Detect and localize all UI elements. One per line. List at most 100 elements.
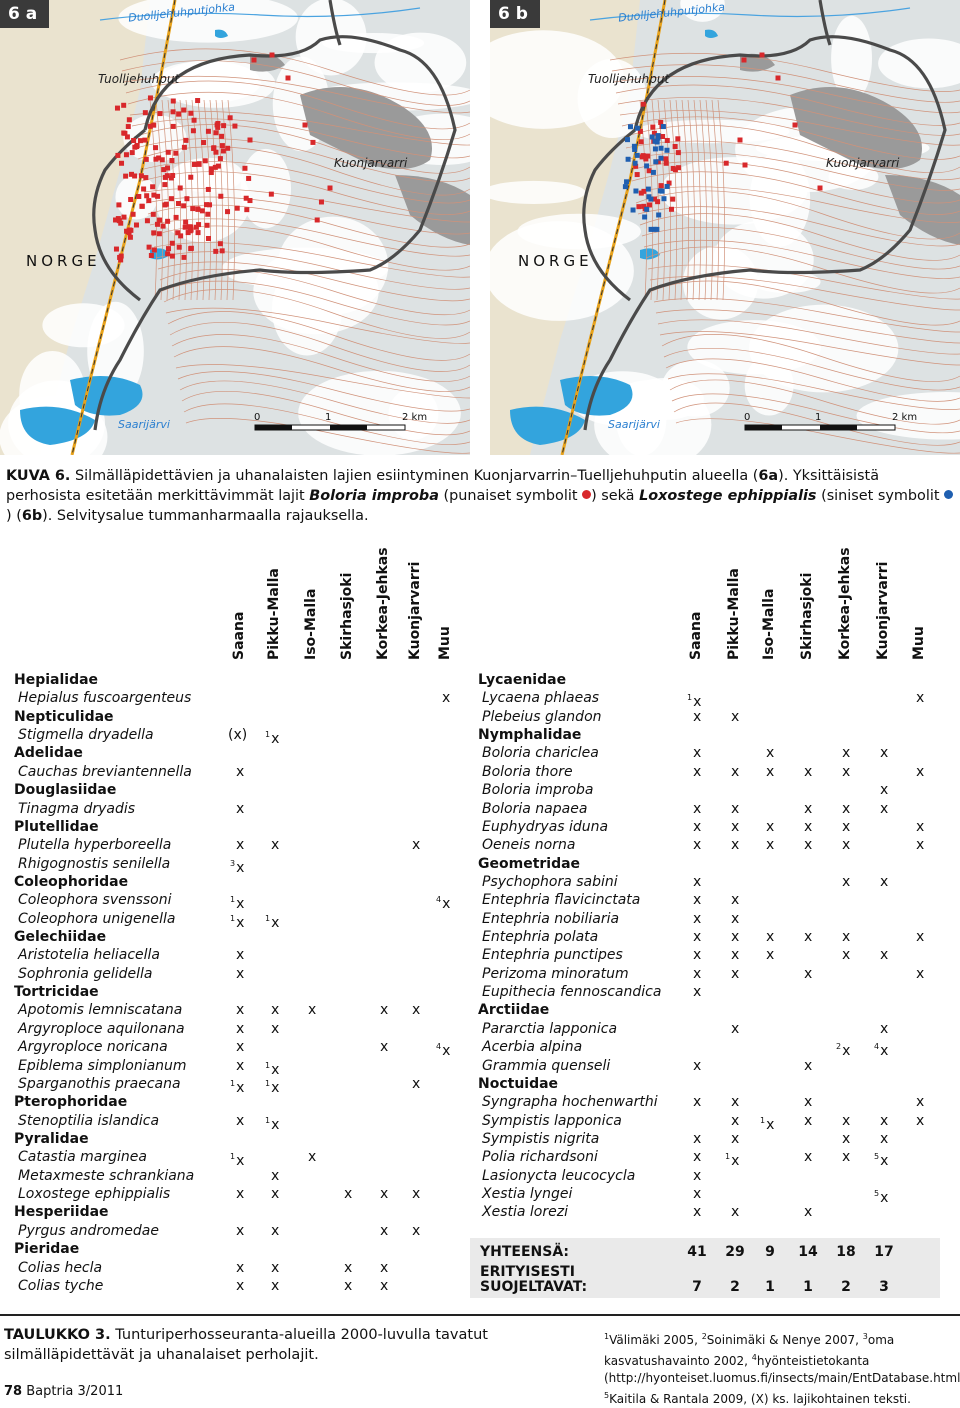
species-name: Colias hecla (18, 1259, 103, 1276)
occurrence-mark: x (842, 1149, 851, 1166)
occurrence-mark: x (271, 1167, 280, 1184)
occurrence-mark: x (804, 1112, 813, 1129)
occurrence-mark: x (804, 965, 813, 982)
caption-species: Loxostege ephippialis (639, 488, 817, 504)
caption-species: Boloria improba (309, 488, 439, 504)
total-value: 41 (687, 1244, 707, 1260)
species-name: Stenoptilia islandica (18, 1112, 160, 1129)
occurrence-mark: x (842, 837, 851, 854)
footnote-text: hyönteistietokanta (http://hyonteiset.lu… (604, 1354, 960, 1385)
occurrence-mark: 1x (265, 1078, 280, 1096)
species-name: Aristotelia heliacella (18, 947, 160, 964)
scale-label-0: 0 (744, 412, 751, 423)
occurrence-mark: x (236, 1039, 245, 1056)
family-heading: Nymphalidae (478, 727, 582, 744)
scale-label-1: 1 (325, 412, 332, 423)
divider (0, 1314, 960, 1316)
footnote-text: Kaitila & Rantala 2009, (609, 1392, 751, 1406)
occurrence-mark: x (731, 1094, 740, 1111)
species-name: Loxostege ephippialis (18, 1186, 171, 1203)
occurrence-mark: x (766, 745, 775, 762)
place-label-kuonjarvarri: Kuonjarvarri (334, 156, 408, 170)
occurrence-mark: x (271, 837, 280, 854)
protected-value: 1 (803, 1279, 813, 1295)
occurrence-mark: x (693, 1149, 702, 1166)
occurrence-mark: x (693, 929, 702, 946)
occurrence-mark: x (236, 1186, 245, 1203)
species-name: Sparganothis praecana (18, 1075, 181, 1092)
scale-label-2: 2 km (892, 412, 918, 423)
occurrence-mark: x (308, 1149, 317, 1166)
occurrence-mark: x (731, 837, 740, 854)
caption-text: ). Selvitysalue tummanharmaalla rajaukse… (42, 508, 369, 524)
occurrence-mark: x (731, 965, 740, 982)
occurrence-mark: x (842, 800, 851, 817)
map-tag: 6 a (0, 0, 50, 28)
map-6a: 6 a Duolljehuhputjohka Tuolljehuhput Kuo… (0, 0, 470, 455)
occurrence-mark: x (693, 984, 702, 1001)
species-name: Pyrgus andromedae (18, 1222, 159, 1239)
occurrence-mark: 1x (687, 693, 702, 711)
map-terrain (490, 0, 960, 455)
total-value: 29 (725, 1244, 745, 1260)
species-name: Colias tyche (18, 1277, 104, 1294)
occurrence-mark: x (880, 1131, 889, 1147)
species-name: Entephria polata (482, 929, 599, 946)
occurrence-mark: x (804, 929, 813, 946)
protected-value: 1 (765, 1279, 775, 1295)
occurrence-mark: x (693, 892, 702, 909)
place-label-kuonjarvarri: Kuonjarvarri (826, 156, 900, 170)
occurrence-mark: x (804, 1149, 813, 1166)
caption-text: Silmälläpidettävien ja uhanalaisten laji… (70, 468, 759, 484)
family-heading: Arctiidae (478, 1002, 550, 1019)
occurrence-mark: x (236, 965, 245, 982)
occurrence-mark: x (842, 763, 851, 780)
occurrence-mark: x (916, 837, 925, 854)
species-name: Polia richardsoni (482, 1149, 598, 1166)
occurrence-mark: x (916, 763, 925, 780)
column-header: Kuonjarvarri (407, 561, 423, 661)
species-name: Argyroploce noricana (18, 1039, 168, 1056)
occurrence-mark: x (344, 1277, 353, 1294)
species-name: Metaxmeste schrankiana (18, 1167, 195, 1184)
country-label: NORGE (26, 252, 101, 270)
journal-name: Baptria 3/2011 (26, 1384, 124, 1399)
occurrence-mark: 3x (230, 858, 245, 876)
family-heading: Geometridae (478, 855, 581, 872)
occurrence-mark: x (731, 1204, 740, 1221)
map-6b: 6 b Duolljehuhputjohka Tuolljehuhput Kuo… (490, 0, 960, 455)
species-name: Xestia lorezi (482, 1204, 568, 1221)
occurrence-mark: x (731, 1020, 740, 1037)
occurrence-mark: x (880, 873, 889, 890)
occurrence-mark: x (766, 947, 775, 964)
total-value: 18 (836, 1244, 856, 1260)
occurrence-mark: x (842, 929, 851, 946)
occurrence-mark: x (380, 1222, 389, 1239)
occurrence-mark: x (916, 690, 925, 707)
occurrence-mark: x (804, 1204, 813, 1221)
protected-label-1: ERITYISESTI (480, 1264, 575, 1280)
occurrence-mark: x (731, 1112, 740, 1129)
occurrence-mark: x (731, 910, 740, 927)
family-heading: Hesperiidae (14, 1204, 109, 1221)
column-header: Pikku-Malla (726, 568, 742, 660)
occurrence-mark: x (731, 800, 740, 817)
occurrence-mark: 2x (836, 1042, 851, 1060)
page-number: 78 (4, 1384, 23, 1399)
occurrence-mark: x (804, 800, 813, 817)
footnote-number: 3 (862, 1332, 868, 1341)
occurrence-mark: x (916, 965, 925, 982)
occurrence-mark: x (344, 1259, 353, 1276)
occurrence-mark: x (308, 1002, 317, 1019)
species-name: Coleophora unigenella (18, 910, 176, 927)
occurrence-mark: x (271, 1277, 280, 1294)
occurrence-mark: x (731, 929, 740, 946)
occurrence-mark: 1x (725, 1152, 740, 1170)
occurrence-mark: x (236, 837, 245, 854)
lake-label: Saarijärvi (608, 418, 660, 431)
occurrence-mark: x (271, 1222, 280, 1239)
occurrence-mark: x (693, 1167, 702, 1184)
occurrence-mark: (x) (228, 727, 248, 744)
column-header: Skirhasjoki (339, 572, 355, 660)
family-heading: Pterophoridae (14, 1094, 128, 1111)
